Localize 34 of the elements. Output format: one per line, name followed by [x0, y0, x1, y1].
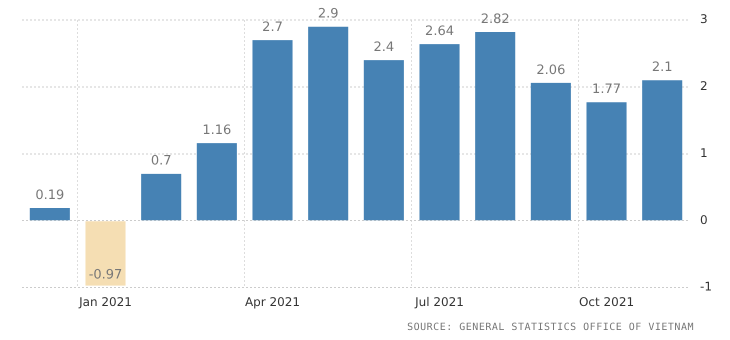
bar [141, 174, 182, 220]
data-label: 1.16 [202, 122, 232, 138]
bar [308, 26, 348, 220]
data-label: 1.77 [592, 82, 622, 98]
bar [530, 82, 571, 220]
data-label: 2.06 [536, 62, 566, 78]
x-tick-label: Apr 2021 [244, 294, 300, 309]
data-label: -0.97 [88, 267, 122, 282]
data-label: 2.1 [652, 60, 673, 76]
data-label: 0.7 [150, 154, 172, 169]
bar [364, 60, 404, 220]
x-tick-label: Jan 2021 [78, 294, 132, 309]
y-tick-label: -1 [700, 280, 712, 294]
bar [419, 44, 460, 220]
data-label: 0.19 [35, 188, 64, 203]
bar [475, 32, 516, 220]
x-tick-label: Oct 2021 [578, 294, 634, 309]
y-tick-label: 2 [700, 79, 708, 94]
x-tick-label: Jul 2021 [414, 294, 464, 309]
y-tick-label: 1 [700, 146, 708, 160]
source-note: SOURCE: GENERAL STATISTICS OFFICE OF VIETNAM [407, 322, 694, 333]
bar [30, 208, 70, 220]
bar [252, 40, 293, 220]
data-label: 2.7 [262, 20, 283, 35]
data-label: 2.64 [425, 24, 454, 39]
y-tick-label: 3 [700, 12, 708, 26]
bar [85, 221, 126, 286]
bar [196, 143, 237, 220]
bar [642, 80, 682, 220]
data-label: 2.9 [318, 6, 339, 22]
data-label: 2.4 [374, 40, 394, 56]
y-tick-label: 0 [700, 212, 708, 227]
bar [586, 102, 627, 220]
data-label: 2.82 [480, 12, 510, 27]
